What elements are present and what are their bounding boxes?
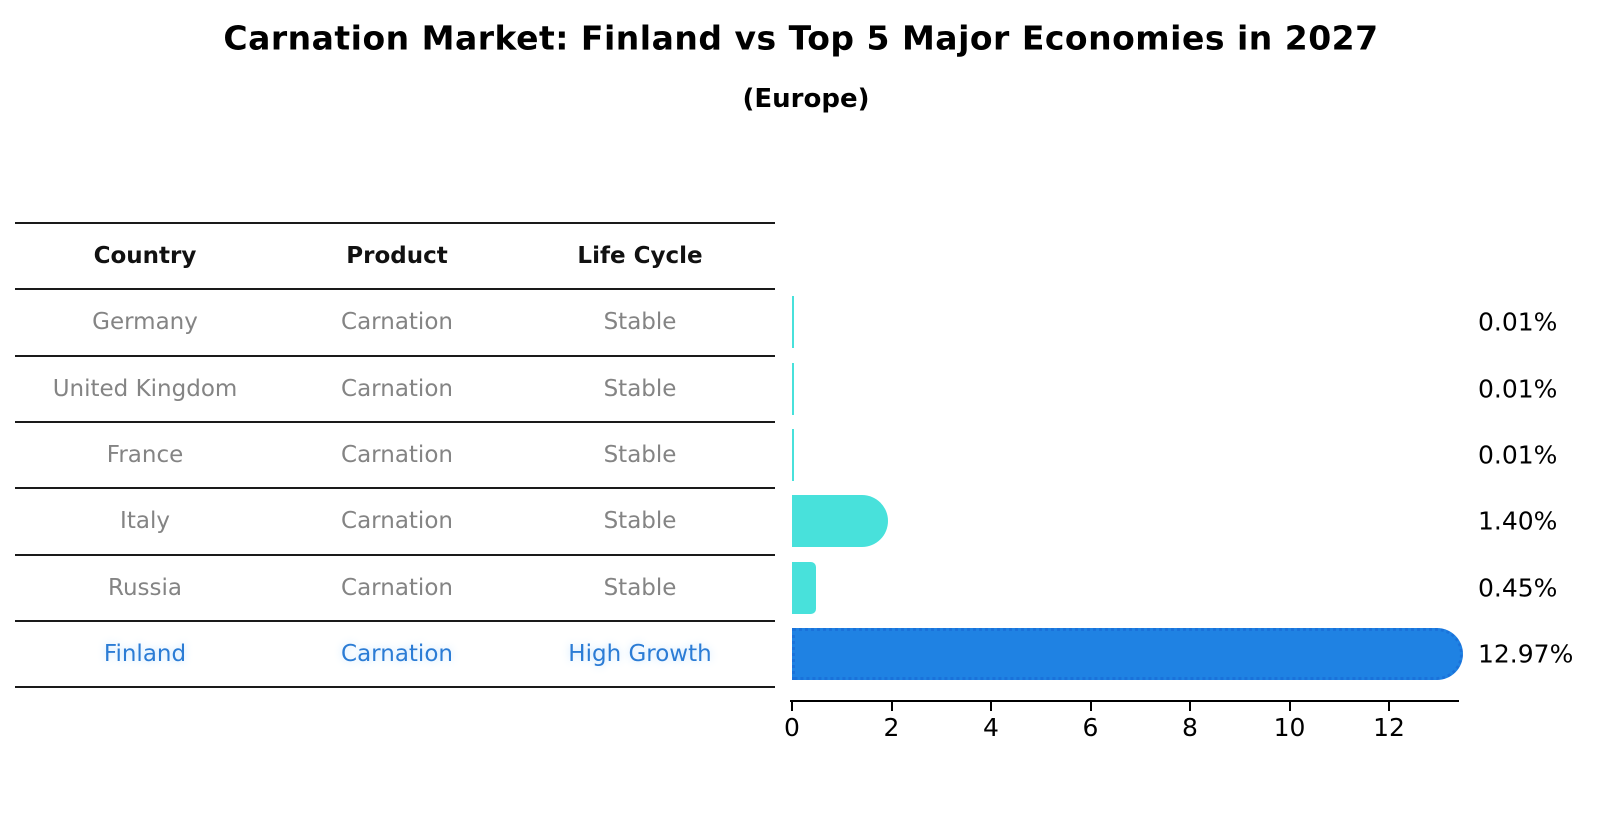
value-bar-italy	[792, 495, 888, 548]
x-axis-line	[790, 700, 1459, 702]
bar-value-label: 0.45%	[1478, 573, 1558, 603]
table-cell-country: Russia	[108, 574, 182, 601]
table-cell-product: Carnation	[341, 375, 453, 402]
x-axis-tick-label: 12	[1373, 713, 1405, 742]
table-cell-country: Finland	[103, 640, 187, 667]
column-header-lifecycle: Life Cycle	[577, 243, 703, 269]
column-header-product: Product	[346, 243, 448, 269]
bar-value-label: 0.01%	[1478, 307, 1558, 337]
x-axis-tick-mark	[1288, 702, 1291, 711]
bar-value-label: 1.40%	[1478, 506, 1558, 536]
x-axis-tick-label: 0	[784, 713, 800, 742]
x-axis-tick-mark	[1388, 702, 1390, 711]
chart-title: Carnation Market: Finland vs Top 5 Major…	[223, 18, 1379, 58]
table-cell-life-cycle: Stable	[603, 375, 677, 402]
table-cell-country: United Kingdom	[52, 375, 238, 402]
table-cell-product: Carnation	[341, 640, 453, 667]
x-axis-tick-mark	[1189, 702, 1191, 711]
table-grid-line	[15, 686, 775, 689]
column-header-country: Country	[93, 243, 197, 269]
chart-subtitle: (Europe)	[742, 84, 870, 114]
table-cell-product: Carnation	[341, 309, 453, 336]
bar-value-label: 12.97%	[1478, 639, 1574, 669]
x-axis-tick-mark	[990, 702, 992, 711]
table-grid-line	[15, 619, 775, 622]
x-axis-tick-label: 10	[1273, 713, 1306, 742]
table-cell-product: Carnation	[341, 508, 453, 535]
value-bar-germany	[792, 296, 794, 349]
value-bar-france	[792, 429, 794, 482]
table-cell-country: Italy	[120, 508, 170, 535]
table-cell-life-cycle: High Growth	[568, 640, 712, 667]
table-grid-line	[15, 222, 775, 224]
value-bar-russia	[792, 561, 816, 614]
bar-value-label: 0.01%	[1478, 374, 1558, 404]
x-axis-tick-label: 4	[983, 713, 999, 742]
x-axis-tick-mark	[890, 702, 893, 711]
x-axis-tick-label: 6	[1082, 713, 1099, 742]
table-cell-product: Carnation	[341, 442, 453, 469]
table-cell-life-cycle: Stable	[603, 574, 677, 601]
x-axis-tick-label: 2	[883, 713, 900, 742]
table-grid-line	[15, 487, 775, 490]
table-grid-line	[15, 553, 775, 556]
x-axis-tick-mark	[791, 702, 793, 711]
table-cell-country: France	[106, 442, 184, 469]
table-grid-line	[15, 288, 775, 291]
table-cell-life-cycle: Stable	[603, 442, 677, 469]
x-axis-tick-label: 8	[1182, 713, 1198, 742]
bar-value-label: 0.01%	[1478, 440, 1558, 470]
table-cell-life-cycle: Stable	[603, 508, 677, 535]
value-bar-united-kingdom	[792, 362, 794, 415]
table-grid-line	[15, 420, 775, 423]
table-cell-product: Carnation	[341, 574, 453, 601]
table-grid-line	[15, 354, 775, 357]
table-cell-life-cycle: Stable	[603, 309, 677, 336]
table-cell-country: Germany	[92, 309, 198, 336]
x-axis-tick-mark	[1089, 702, 1092, 711]
value-bar-finland	[792, 627, 1463, 680]
